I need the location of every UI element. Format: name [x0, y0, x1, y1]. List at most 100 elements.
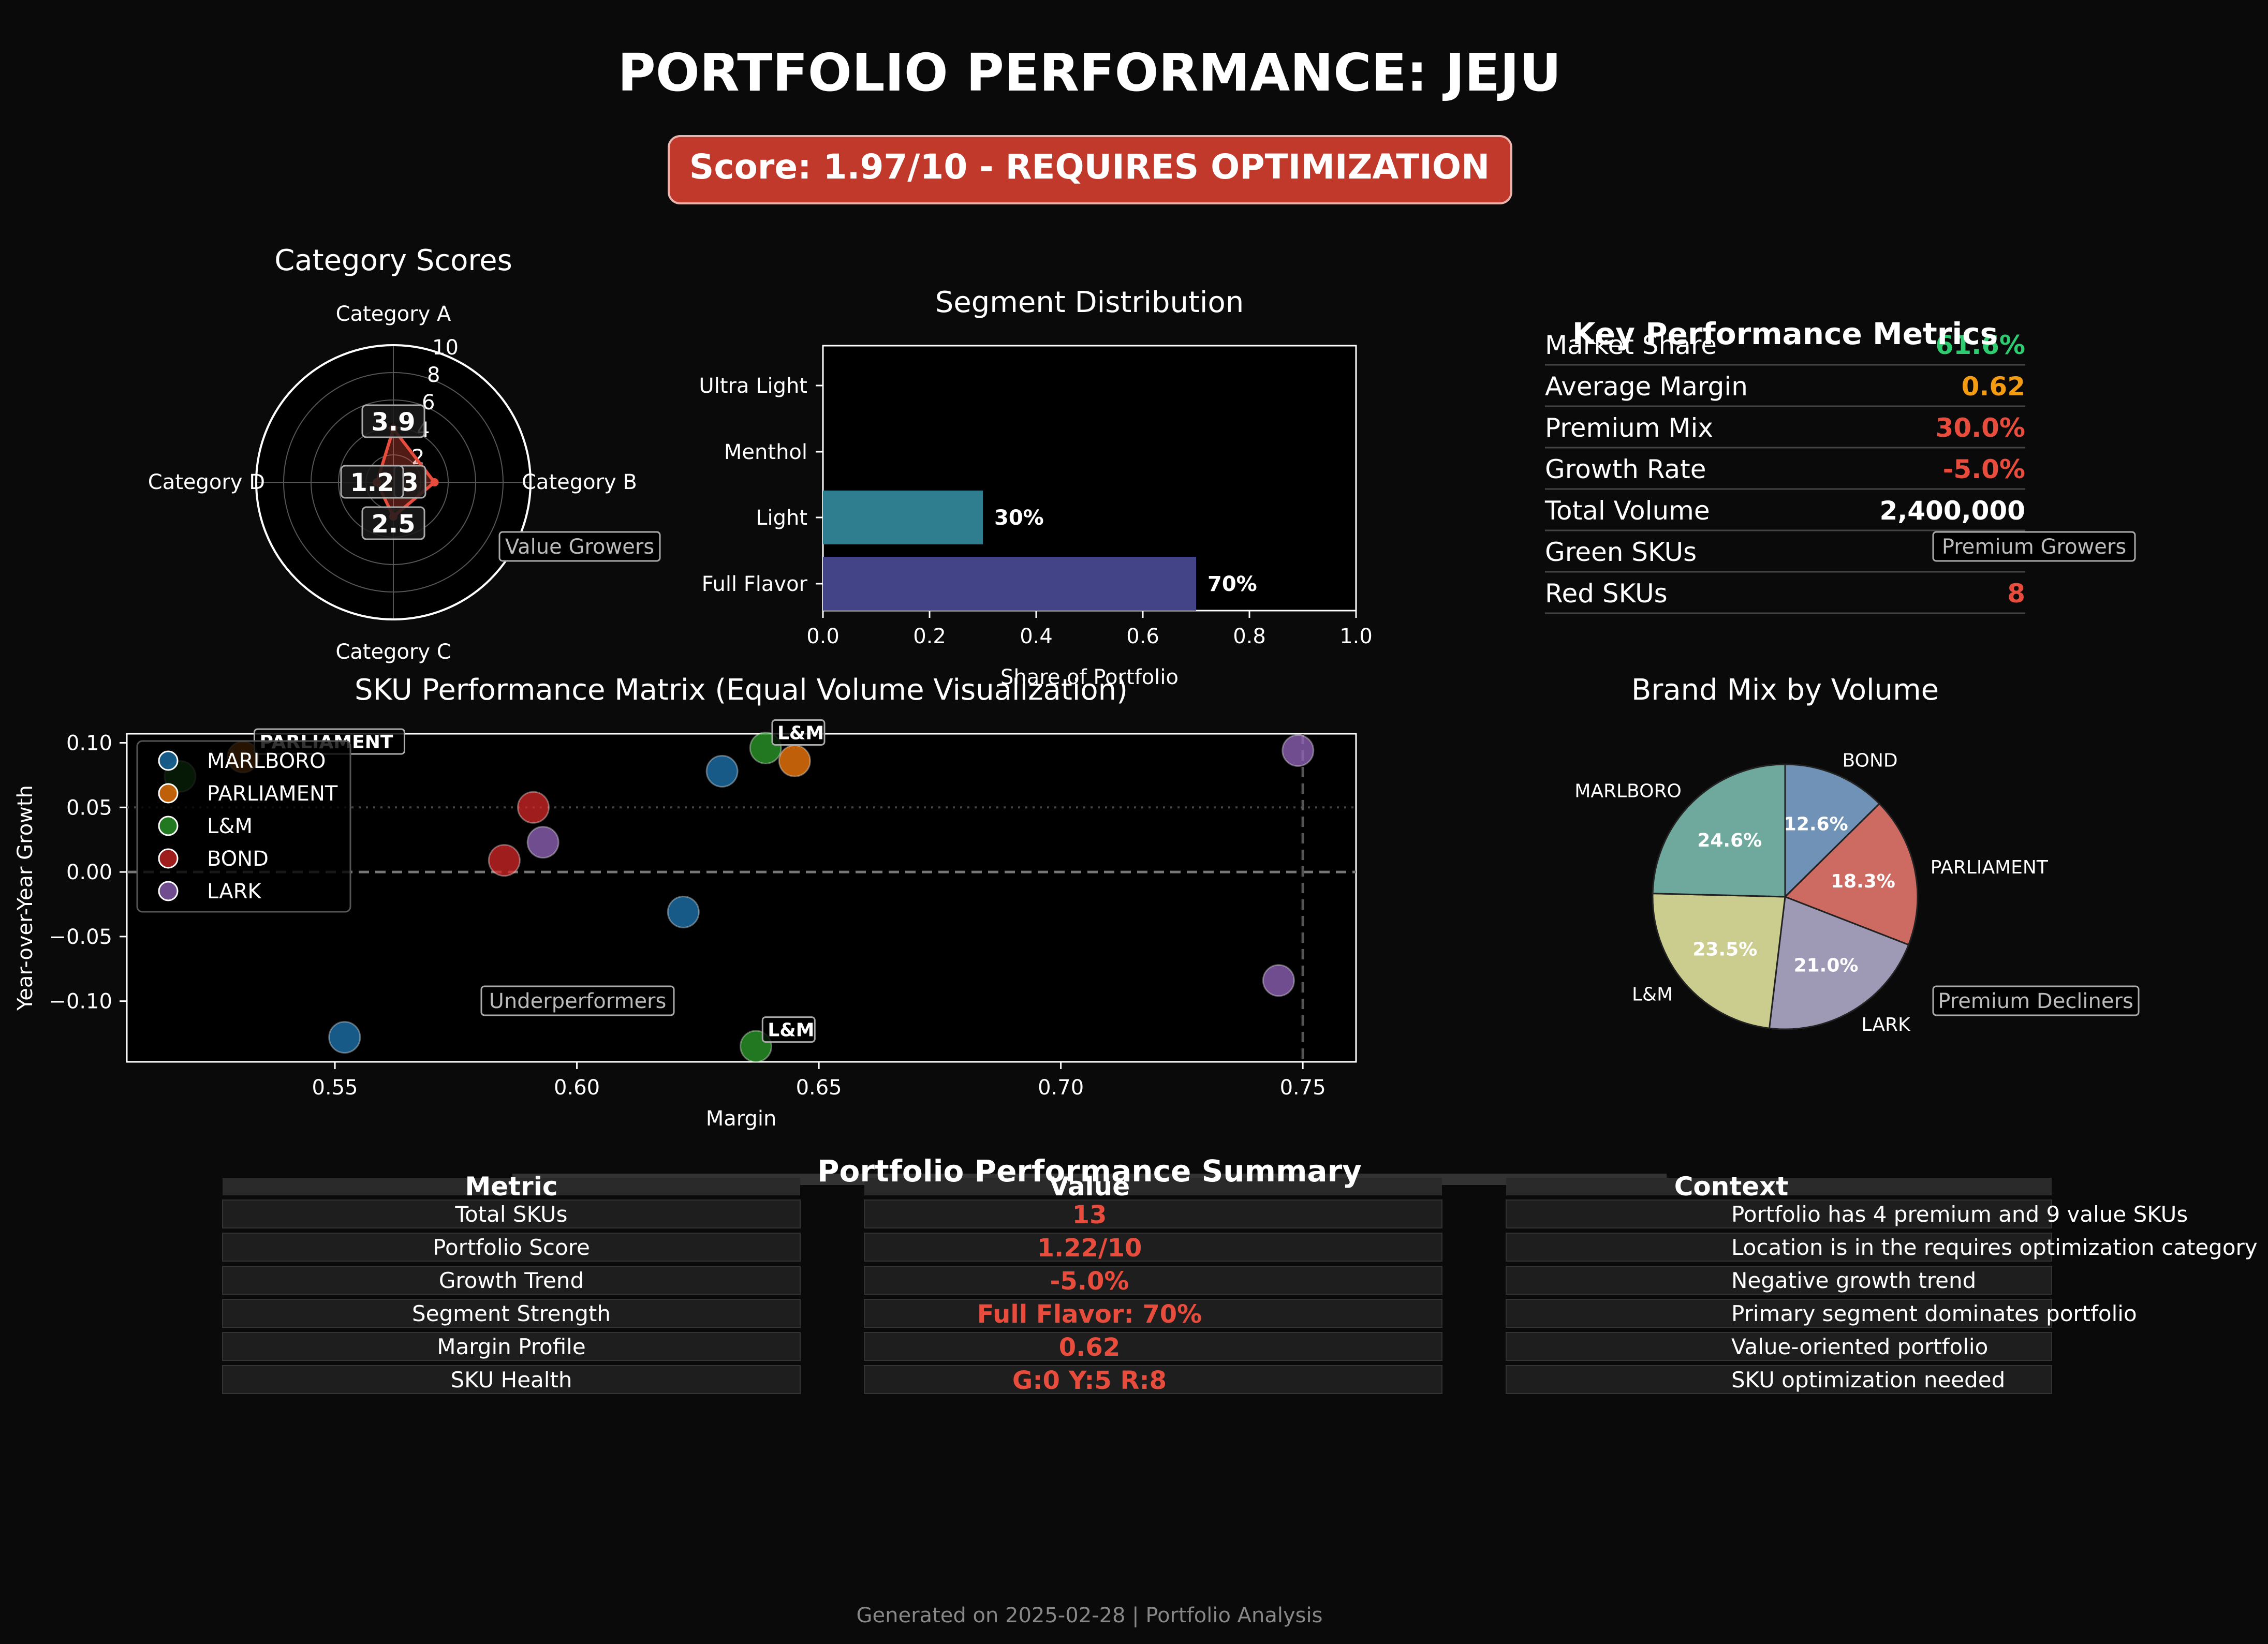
pie-label: PARLIAMENT [1931, 857, 2049, 878]
kpi-label: Market Share [1545, 330, 1717, 360]
summary-header: Context [1674, 1172, 1789, 1202]
segbar-xtick-label: 0.2 [913, 625, 946, 648]
scatter-point [667, 895, 700, 928]
summary-cell: SKU Health [450, 1367, 572, 1393]
legend-label: LARK [207, 880, 262, 904]
premium-growers-label: Premium Growers [1942, 535, 2126, 559]
segbar-xtick-label: 0.8 [1233, 625, 1266, 648]
summary-cell: Primary segment dominates portfolio [1731, 1301, 2137, 1326]
scatter-annotation-box [771, 719, 826, 746]
radar-axis-label: Category C [335, 640, 451, 664]
pie-label: LARK [1862, 1014, 1911, 1035]
scatter-annotation: L&M [768, 1020, 814, 1041]
pie-slice [1652, 763, 1786, 898]
kpi-label: Premium Mix [1545, 413, 1713, 443]
category-scores-radar: Category Scores246810Category ACategory … [148, 244, 661, 664]
summary-cell: G:0 Y:5 R:8 [1012, 1366, 1167, 1395]
score-banner-box [668, 135, 1512, 204]
segbar-title: Segment Distribution [935, 286, 1244, 319]
segbar-xlabel: Share of Portfolio [1000, 665, 1179, 689]
segbar-category-label: Full Flavor [702, 572, 808, 596]
pie-percent-label: 21.0% [1794, 955, 1859, 976]
key-performance-metrics: Market Share 61.6% Average Margin 0.62 Premi… [1544, 316, 2136, 614]
segment-distribution-chart: Segment Distribution Ultra Light Menthol Li… [699, 286, 1372, 689]
summary-cell: Value-oriented portfolio [1731, 1334, 1988, 1359]
radar-value-box [361, 404, 425, 438]
summary-cell-bg [864, 1332, 1442, 1361]
summary-cell-bg [1506, 1365, 2052, 1394]
footer-text: Generated on 2025-02-28 | Portfolio Anal… [857, 1604, 1323, 1627]
summary-header: Metric [465, 1172, 557, 1202]
summary-cell-bg [222, 1199, 801, 1228]
pie-title: Brand Mix by Volume [1631, 673, 1939, 707]
kpi-value: 2,400,000 [1879, 496, 2025, 526]
pie-label: MARLBORO [1574, 781, 1682, 802]
summary-cell: Negative growth trend [1731, 1268, 1976, 1293]
kpi-label: Red SKUs [1545, 579, 1668, 609]
premium-decliners-label: Premium Decliners [1938, 989, 2133, 1013]
scatter-point [517, 791, 550, 824]
summary-cell: 13 [1072, 1201, 1107, 1230]
summary-cell: 1.22/10 [1037, 1234, 1142, 1263]
scatter-ytick-label: 0.10 [66, 731, 112, 755]
segbar-value-label: 70% [1207, 572, 1257, 596]
segbar-bar [823, 491, 983, 544]
summary-cell: Portfolio Score [433, 1235, 590, 1260]
summary-table: Metric Value Context Portfolio Performance … [222, 1153, 2258, 1395]
summary-cell: Full Flavor: 70% [977, 1300, 1202, 1329]
segbar-xtick-label: 0.0 [806, 625, 840, 648]
underperformers-label: Underperformers [489, 989, 667, 1013]
summary-cell: Segment Strength [412, 1301, 611, 1326]
summary-cell: SKU optimization needed [1731, 1367, 2005, 1393]
segbar-xtick-label: 0.6 [1126, 625, 1159, 648]
pie-slice [1784, 763, 1881, 899]
legend-label: MARLBORO [207, 749, 326, 773]
segbar-category-label: Menthol [724, 440, 807, 464]
scatter-xlabel: Margin [706, 1107, 777, 1131]
radar-axis-label: Category A [336, 302, 451, 326]
scatter-xtick-label: 0.60 [554, 1076, 600, 1100]
value-growers-box [498, 531, 661, 562]
summary-cell-bg [1506, 1299, 2052, 1328]
scatter-annotation-box [761, 1016, 816, 1043]
value-growers-label: Value Growers [505, 535, 654, 559]
legend-marker [158, 881, 179, 901]
pie-label: L&M [1632, 984, 1673, 1005]
kpi-label: Average Margin [1545, 372, 1748, 402]
pie-percent-label: 18.3% [1831, 871, 1895, 892]
summary-cell: Portfolio has 4 premium and 9 value SKUs [1731, 1202, 2188, 1227]
radar-outer-ring [255, 344, 532, 620]
radar-rtick-label: 10 [432, 336, 459, 360]
legend-marker [158, 816, 179, 836]
kpi-label: Total Volume [1544, 496, 1710, 526]
pie-percent-label: 23.5% [1692, 939, 1757, 960]
scatter-title: SKU Performance Matrix (Equal Volume Vis… [355, 673, 1128, 707]
scatter-ylabel: Year-over-Year Growth [13, 785, 37, 1011]
legend-label: L&M [207, 814, 253, 838]
radar-value-label: 3 [401, 468, 418, 497]
radar-rtick-label: 8 [427, 363, 440, 387]
summary-cell-bg [864, 1199, 1442, 1228]
segbar-category-label: Ultra Light [699, 374, 807, 398]
scatter-point [526, 826, 559, 859]
summary-cell: Total SKUs [454, 1202, 567, 1227]
scatter-point [488, 844, 521, 877]
segbar-value-label: 30% [994, 506, 1044, 530]
radar-value-box [340, 465, 404, 499]
summary-cell-bg [222, 1365, 801, 1394]
premium-decliners-box [1932, 985, 2140, 1016]
summary-cell-bg [222, 1299, 801, 1328]
scatter-legend [136, 740, 351, 913]
scatter-xtick-label: 0.55 [312, 1076, 358, 1100]
legend-label: BOND [207, 847, 269, 871]
kpi-value: 8 [2007, 579, 2025, 609]
kpi-title: Key Performance Metrics [1572, 316, 1998, 351]
kpi-value: 61.6% [1936, 330, 2025, 360]
pie-slice [1768, 895, 1910, 1030]
score-banner: Score: 1.97/10 - REQUIRES OPTIMIZATION [689, 147, 1490, 187]
pie-percent-label: 12.6% [1784, 813, 1848, 835]
radar-title: Category Scores [274, 244, 512, 277]
page-title: PORTFOLIO PERFORMANCE: JEJU [617, 42, 1561, 103]
summary-cell: -5.0% [1050, 1267, 1129, 1296]
